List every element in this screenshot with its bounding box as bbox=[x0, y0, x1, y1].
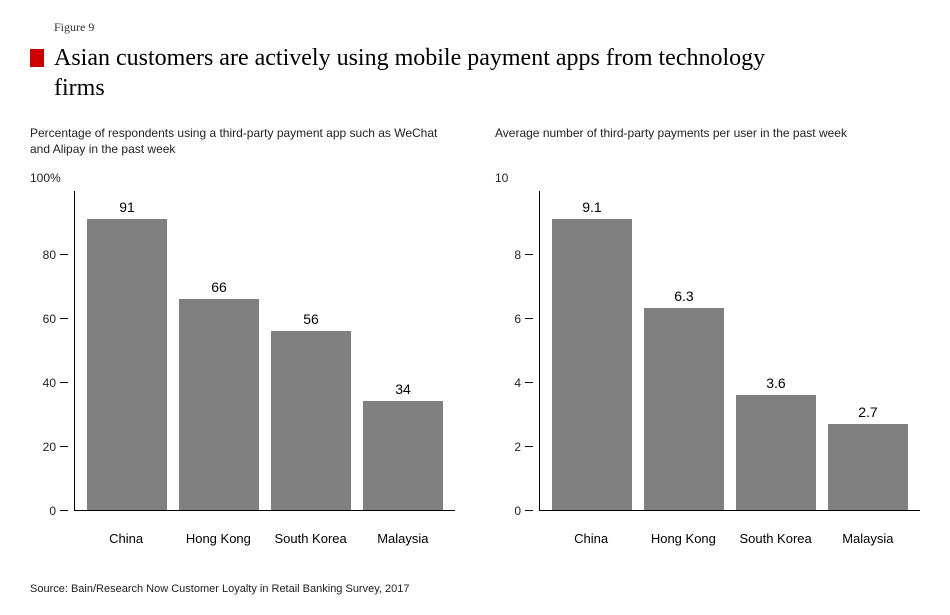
bar-group: 91 bbox=[87, 199, 168, 510]
right-y-max-label: 10 bbox=[495, 171, 508, 185]
y-tick-label: 0 bbox=[514, 504, 521, 518]
y-tick-mark bbox=[60, 510, 68, 511]
x-axis-label: Hong Kong bbox=[178, 531, 259, 546]
x-axis-label: Malaysia bbox=[827, 531, 908, 546]
bar-group: 3.6 bbox=[736, 375, 817, 510]
bar-value-label: 6.3 bbox=[674, 288, 693, 304]
left-x-labels: China Hong Kong South Korea Malaysia bbox=[74, 531, 455, 546]
bar-value-label: 3.6 bbox=[766, 375, 785, 391]
y-tick-mark bbox=[525, 254, 533, 255]
y-tick-mark bbox=[60, 446, 68, 447]
bar-value-label: 34 bbox=[395, 381, 411, 397]
title-row: Asian customers are actively using mobil… bbox=[30, 43, 920, 103]
y-tick-label: 80 bbox=[43, 248, 56, 262]
bar-group: 56 bbox=[271, 311, 352, 510]
bar-value-label: 9.1 bbox=[582, 199, 601, 215]
x-axis-label: South Korea bbox=[735, 531, 816, 546]
bar-group: 9.1 bbox=[552, 199, 633, 510]
y-tick-label: 0 bbox=[49, 504, 56, 518]
bar-value-label: 2.7 bbox=[858, 404, 877, 420]
bar-value-label: 66 bbox=[211, 279, 227, 295]
bar bbox=[363, 401, 444, 510]
bar-group: 66 bbox=[179, 279, 260, 510]
x-axis-label: Malaysia bbox=[362, 531, 443, 546]
y-tick-label: 6 bbox=[514, 312, 521, 326]
right-plot: 9.1 6.3 3.6 2.7 bbox=[539, 191, 920, 511]
y-tick-mark bbox=[525, 318, 533, 319]
left-chart-area: 100% 0 20 40 60 80 91 66 56 34 bbox=[30, 173, 455, 523]
left-chart-panel: Percentage of respondents using a third-… bbox=[30, 125, 455, 546]
y-tick-mark bbox=[525, 510, 533, 511]
y-tick-mark bbox=[60, 382, 68, 383]
right-y-axis: 02468 bbox=[495, 191, 539, 511]
right-chart-panel: Average number of third-party payments p… bbox=[495, 125, 920, 546]
bar-value-label: 91 bbox=[119, 199, 135, 215]
chart-title: Asian customers are actively using mobil… bbox=[54, 43, 804, 103]
figure-label: Figure 9 bbox=[54, 20, 920, 35]
bar bbox=[644, 308, 725, 510]
right-chart-area: 10 0 2 4 6 8 9.1 6.3 3.6 2.7 bbox=[495, 173, 920, 523]
bar-group: 34 bbox=[363, 381, 444, 510]
left-y-max-label: 100% bbox=[30, 171, 61, 185]
bar-group: 2.7 bbox=[828, 404, 909, 510]
bar bbox=[552, 219, 633, 510]
y-tick-label: 20 bbox=[43, 440, 56, 454]
bar-group: 6.3 bbox=[644, 288, 725, 510]
y-tick-label: 4 bbox=[514, 376, 521, 390]
y-tick-mark bbox=[60, 318, 68, 319]
bar bbox=[736, 395, 817, 510]
bar bbox=[271, 331, 352, 510]
y-tick-label: 2 bbox=[514, 440, 521, 454]
x-axis-label: China bbox=[86, 531, 167, 546]
bar bbox=[87, 219, 168, 510]
y-tick-mark bbox=[525, 446, 533, 447]
x-axis-label: South Korea bbox=[270, 531, 351, 546]
bar bbox=[828, 424, 909, 510]
source-text: Source: Bain/Research Now Customer Loyal… bbox=[30, 583, 409, 595]
y-tick-label: 8 bbox=[514, 248, 521, 262]
bar bbox=[179, 299, 260, 510]
y-tick-mark bbox=[60, 254, 68, 255]
red-flag-icon bbox=[30, 49, 44, 67]
right-chart-subtitle: Average number of third-party payments p… bbox=[495, 125, 920, 159]
y-tick-mark bbox=[525, 382, 533, 383]
y-tick-label: 40 bbox=[43, 376, 56, 390]
right-x-labels: China Hong Kong South Korea Malaysia bbox=[539, 531, 920, 546]
bar-value-label: 56 bbox=[303, 311, 319, 327]
x-axis-label: Hong Kong bbox=[643, 531, 724, 546]
left-y-axis: 020406080 bbox=[30, 191, 74, 511]
left-chart-subtitle: Percentage of respondents using a third-… bbox=[30, 125, 455, 159]
charts-container: Percentage of respondents using a third-… bbox=[30, 125, 920, 546]
x-axis-label: China bbox=[551, 531, 632, 546]
left-plot: 91 66 56 34 bbox=[74, 191, 455, 511]
y-tick-label: 60 bbox=[43, 312, 56, 326]
